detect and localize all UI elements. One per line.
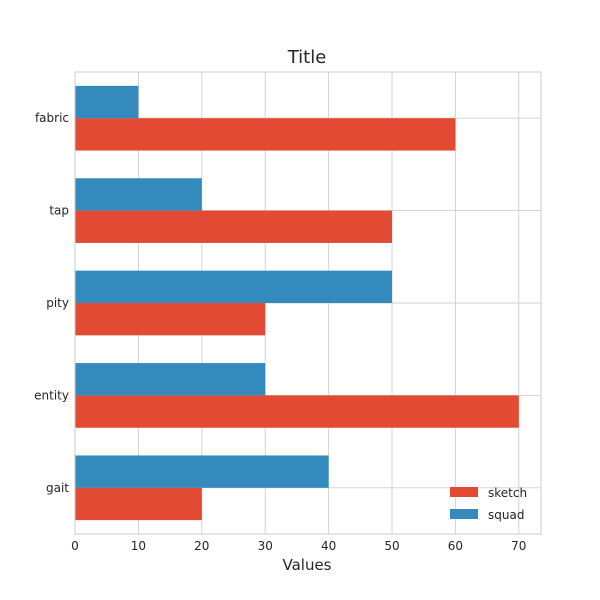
bar-squad-tap [75,178,202,211]
bar-squad-fabric [75,85,139,119]
bar-sketch-entity [75,395,519,428]
category-label: gait [46,481,69,495]
x-tick-label: 0 [71,539,79,553]
legend-swatch-sketch [450,487,478,497]
plot-frame [74,71,542,535]
x-tick-label: 60 [448,539,463,553]
x-tick-label: 70 [511,539,526,553]
category-label: entity [34,388,69,402]
bar-sketch-pity [75,303,266,336]
x-tick-label: 10 [131,539,146,553]
category-label: tap [49,204,69,218]
bar-sketch-tap [75,210,393,243]
legend-label-sketch: sketch [488,486,527,500]
x-axis-label: Values [282,556,331,574]
chart-title: Title [287,47,327,68]
bar-squad-entity [75,363,266,396]
x-tick-label: 50 [384,539,399,553]
x-tick-label: 20 [194,539,209,553]
x-tick-label: 30 [258,539,273,553]
legend-label-squad: squad [488,508,524,522]
bar-sketch-fabric [75,118,456,151]
x-tick-label: 40 [321,539,336,553]
legend-swatch-squad [450,509,478,519]
category-label: pity [46,296,69,310]
legend: sketch squad [450,486,527,522]
bar-squad-pity [75,270,393,303]
category-label: fabric [35,111,69,125]
bars [75,85,519,521]
bar-squad-gait [75,455,329,488]
bar-sketch-gait [75,487,202,521]
x-axis-ticks: 0 10 20 30 40 50 60 70 [71,539,526,553]
y-axis-categories: fabric tap pity entity gait [34,111,69,495]
